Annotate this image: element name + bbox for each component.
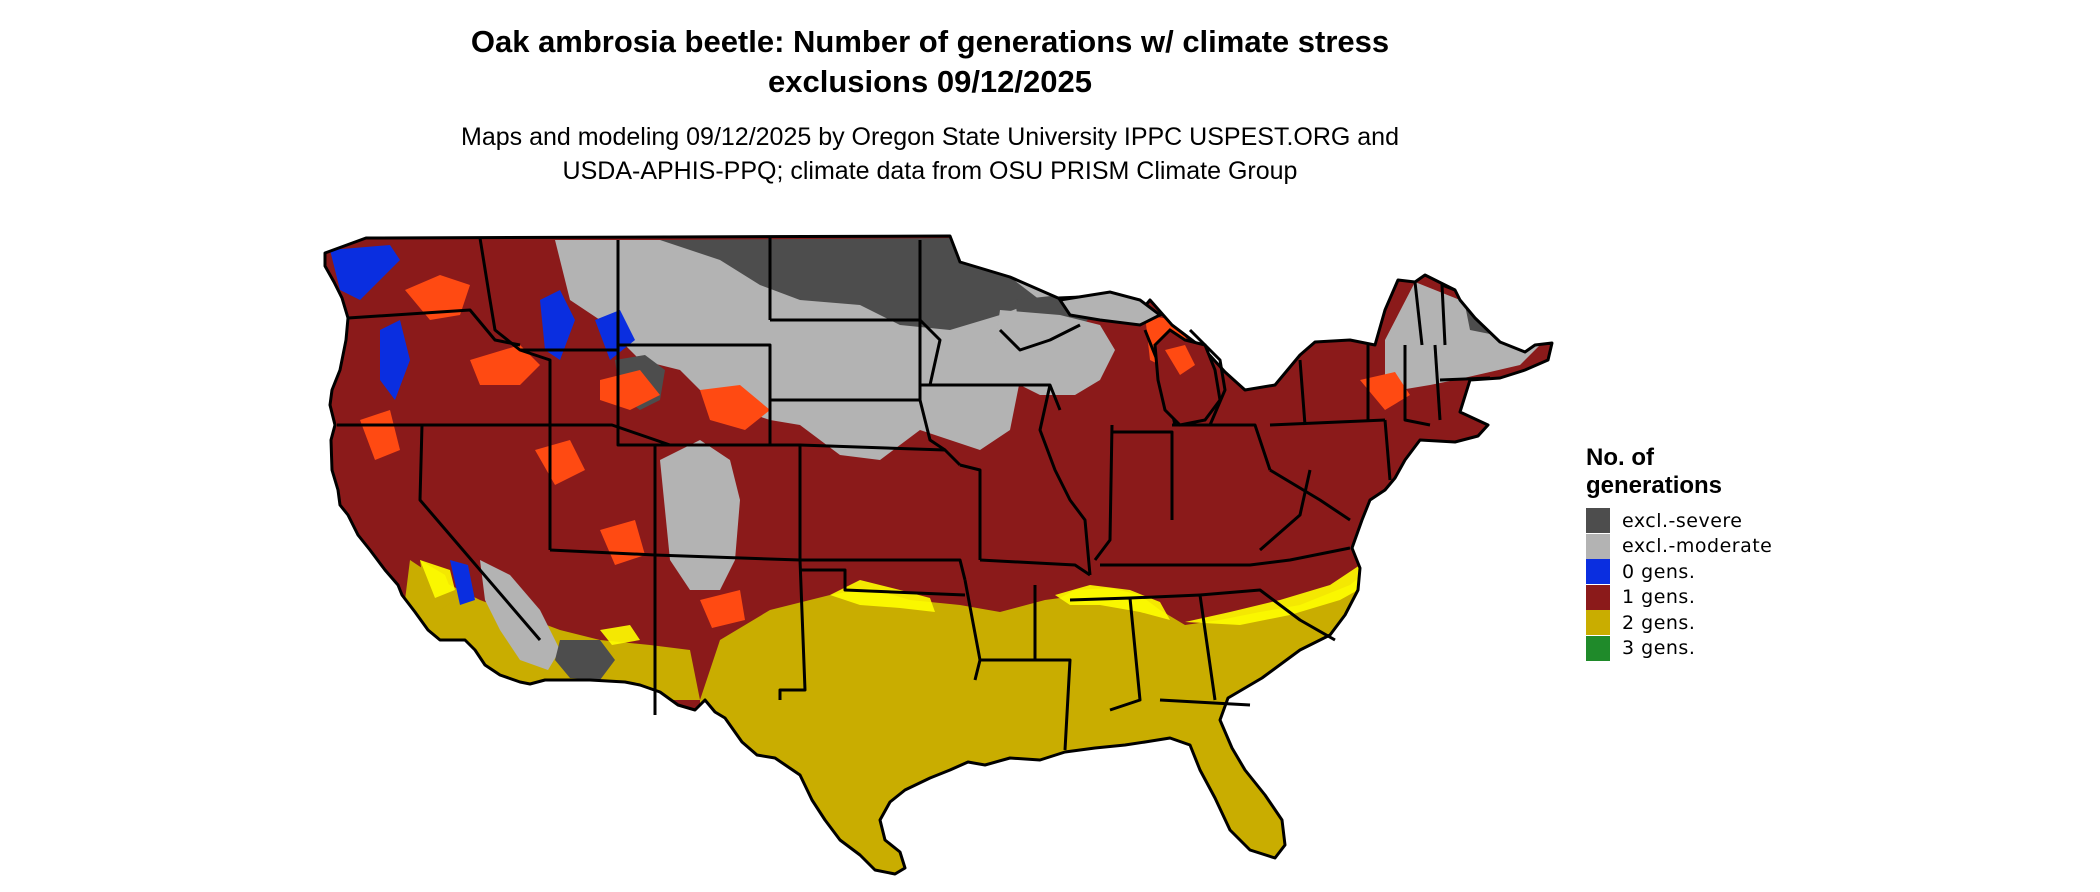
legend-label: 0 gens. — [1622, 560, 1696, 583]
region-excl-severe-maine — [1465, 300, 1505, 335]
region-3-gen-florida — [1225, 860, 1270, 874]
map-legend: No. of generations excl.-severe excl.-mo… — [1586, 444, 1772, 661]
map-title-line-1: Oak ambrosia beetle: Number of generatio… — [470, 24, 1390, 59]
legend-label: 2 gens. — [1622, 611, 1696, 634]
legend-item-excl-severe: excl.-severe — [1586, 508, 1772, 534]
state-borders — [323, 234, 1554, 876]
legend-swatch — [1586, 610, 1610, 636]
legend-swatch — [1586, 635, 1610, 661]
region-high-elevation-orange — [360, 275, 1410, 628]
map-subtitle-line-2: USDA-APHIS-PPQ; climate data from OSU PR… — [562, 157, 1298, 185]
legend-item-excl-moderate: excl.-moderate — [1586, 533, 1773, 560]
region-0-gen-oregon — [380, 290, 635, 400]
region-transition-yellow — [420, 555, 1385, 645]
michigan-peninsula — [1057, 290, 1222, 427]
map-fill — [325, 236, 1552, 874]
legend-item-2-gens: 2 gens. — [1586, 610, 1772, 636]
legend-item-0-gens: 0 gens. — [1586, 559, 1772, 585]
map-subtitle-line-1: Maps and modeling 09/12/2025 by Oregon S… — [461, 123, 1399, 151]
region-excl-severe-north — [660, 238, 1040, 330]
region-excl-severe-arizona — [555, 640, 615, 680]
region-excl-moderate-colorado — [660, 440, 740, 590]
legend-title-line-1: No. of — [1586, 444, 1654, 471]
map-title-line-2: exclusions 09/12/2025 — [767, 64, 1092, 99]
legend-item-3-gens: 3 gens. — [1586, 635, 1772, 662]
legend-swatch — [1586, 559, 1610, 585]
region-excl-moderate-northeast — [1385, 282, 1540, 390]
legend-swatch — [1586, 508, 1610, 534]
legend-swatch — [1586, 584, 1610, 610]
legend-label: 1 gens. — [1622, 586, 1696, 609]
legend-item-1-gens: 1 gens. — [1586, 584, 1772, 611]
legend-swatch — [1586, 533, 1610, 559]
region-0-gen-washington — [330, 245, 400, 300]
legend-label: excl.-moderate — [1622, 535, 1773, 558]
region-0-gen-sierra — [450, 560, 475, 605]
map-subtitle: Maps and modeling 09/12/2025 by Oregon S… — [300, 120, 1560, 188]
legend-label: 3 gens. — [1622, 637, 1696, 660]
region-excl-moderate-wisconsin — [995, 310, 1115, 395]
legend-title-line-2: generations — [1586, 472, 1723, 499]
map-title: Oak ambrosia beetle: Number of generatio… — [300, 22, 1560, 102]
legend-title: No. of generations — [1586, 444, 1772, 500]
legend-label: excl.-severe — [1622, 509, 1743, 532]
